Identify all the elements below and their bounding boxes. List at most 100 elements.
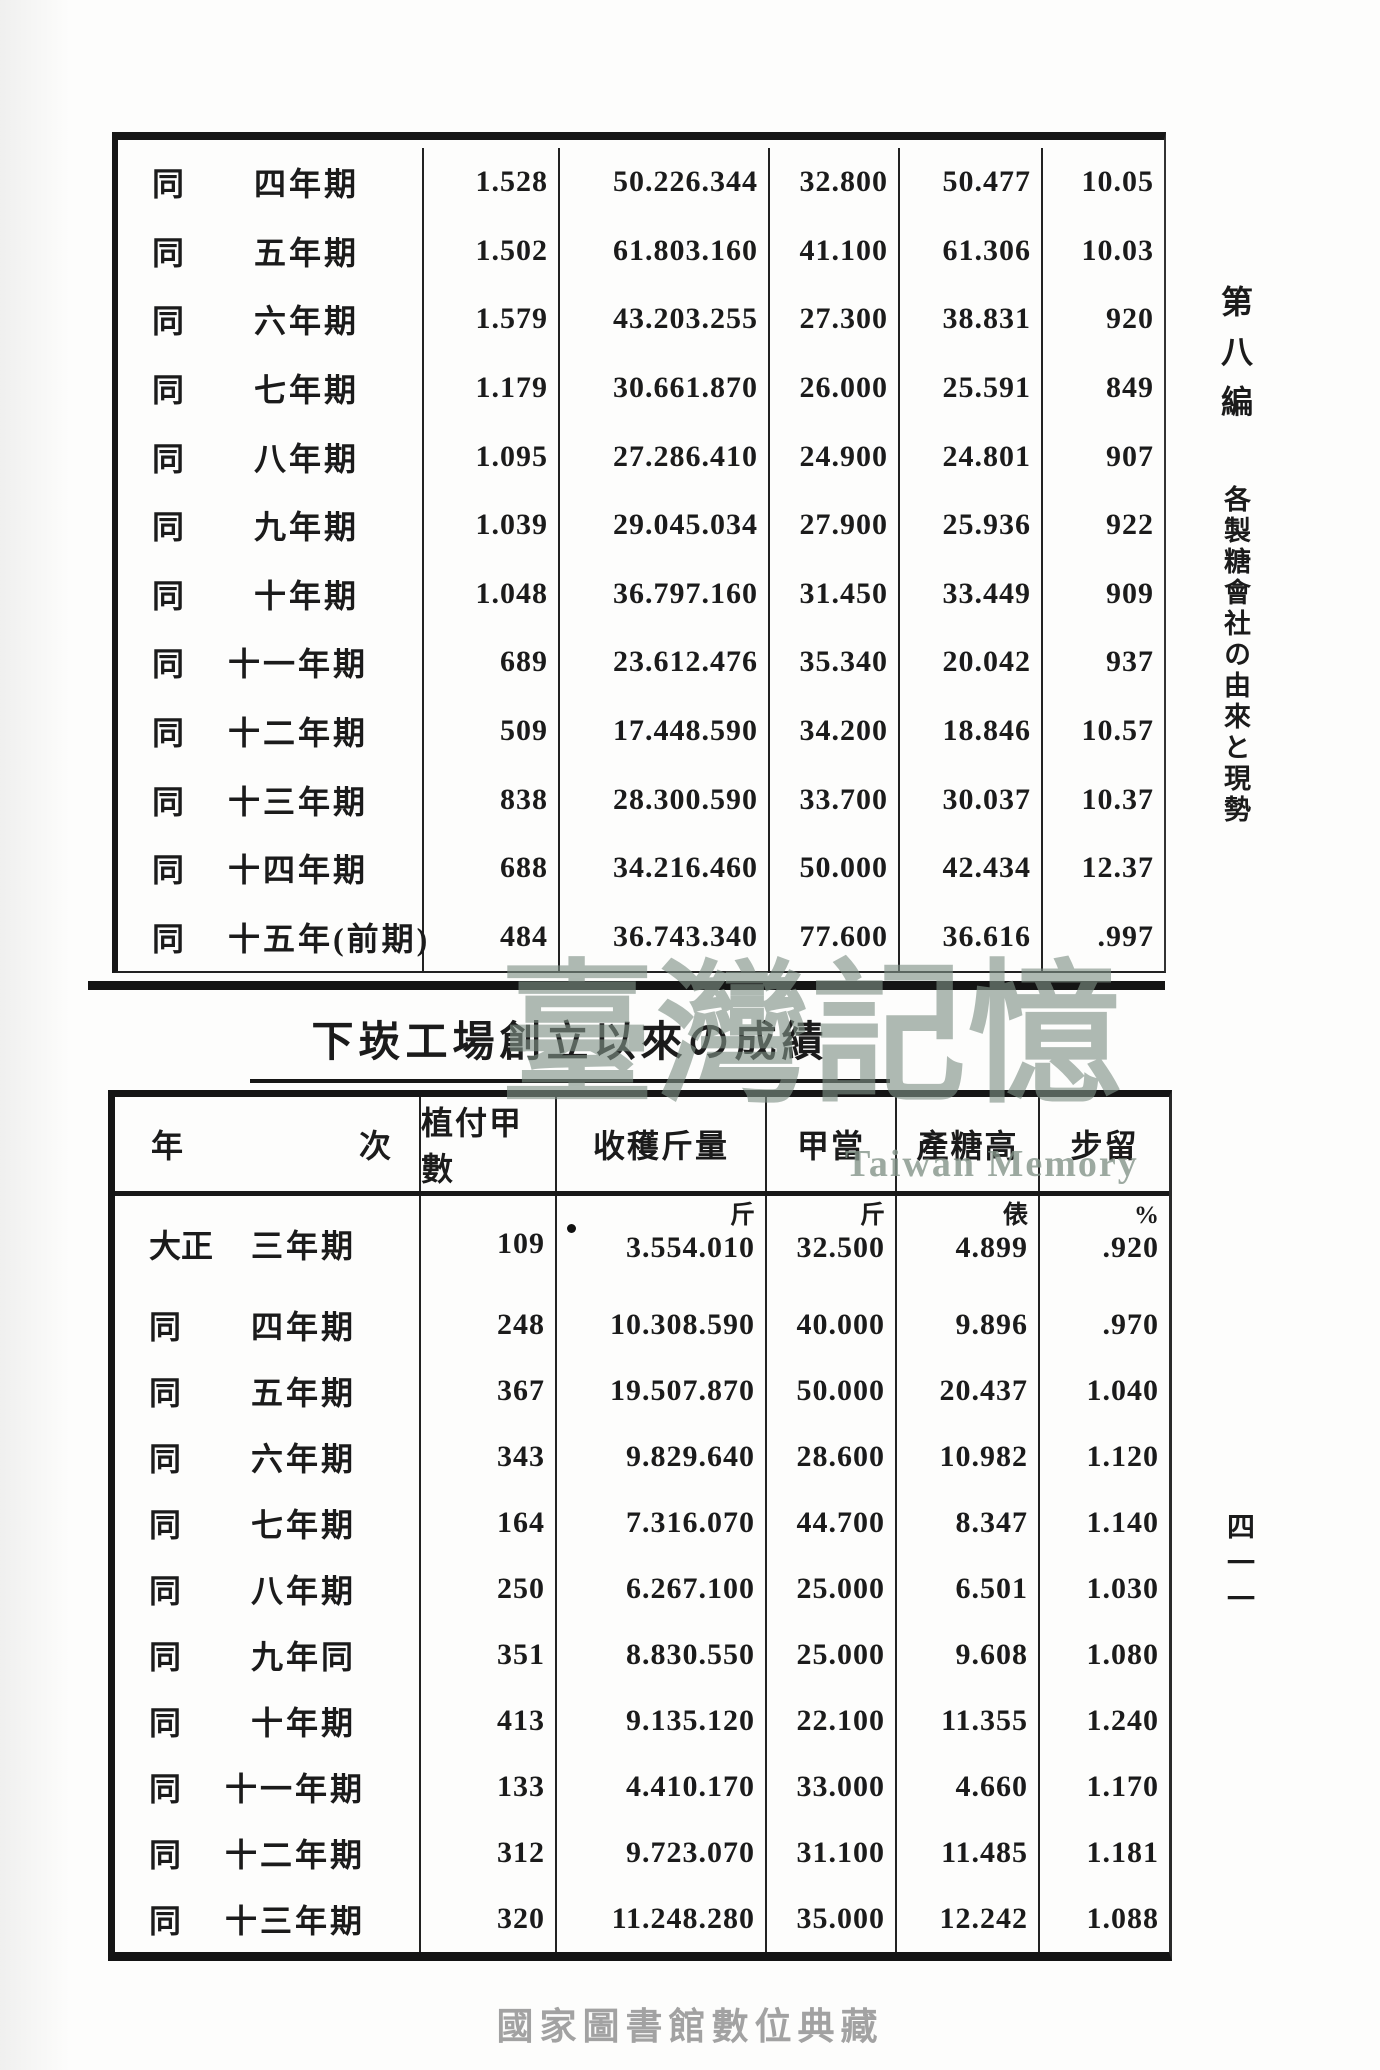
per-kou-value: 31.450	[799, 576, 888, 610]
sugar-output-value: 18.846	[942, 714, 1031, 748]
planted-area-cell: 689	[424, 628, 560, 697]
sugar-output-value: 8.347	[955, 1506, 1028, 1539]
year-term-label: 七年期	[251, 1507, 357, 1543]
planted-area-value: 367	[497, 1374, 545, 1407]
per-kou-value: 32.500	[796, 1230, 885, 1264]
era-label: 同	[152, 166, 185, 203]
planted-area-cell: 109	[421, 1196, 557, 1292]
per-kou-value: 24.900	[799, 439, 888, 473]
harvest-weight-cell: 9.135.120	[557, 1688, 767, 1754]
sugar-output-value: 38.831	[942, 302, 1031, 336]
planted-area-cell: 1.179	[424, 353, 560, 423]
sugar-output-value: 11.485	[941, 1836, 1028, 1869]
yield-cell: 10.03	[1043, 217, 1164, 286]
yield-cell: 922	[1043, 491, 1164, 560]
harvest-weight-cell: 23.612.476	[560, 628, 770, 697]
year-term-label: 十二年期	[228, 715, 369, 752]
yield-value: .920	[1102, 1230, 1159, 1264]
per-kou-value: 35.340	[799, 645, 888, 679]
sugar-output-cell: 11.355	[897, 1688, 1040, 1754]
yield-value: 10.05	[1081, 165, 1154, 199]
sugar-output-cell: 8.347	[897, 1490, 1040, 1556]
sugar-output-value: 9.896	[955, 1308, 1028, 1341]
yield-value: 1.140	[1086, 1506, 1159, 1539]
planted-area-value: 689	[500, 645, 548, 679]
planted-area-cell: 509	[424, 696, 560, 766]
era-label: 同	[149, 1573, 182, 1609]
year-term-label: 十一年期	[228, 646, 369, 683]
era-label: 同	[149, 1309, 182, 1345]
unit-label: 斤	[859, 1202, 885, 1229]
planted-area-cell: 1.579	[424, 285, 560, 354]
harvest-weight-cell: 19.507.870	[557, 1358, 767, 1424]
per-kou-cell: 25.000	[767, 1556, 897, 1622]
harvest-weight-cell: 17.448.590	[560, 696, 770, 766]
per-kou-cell: 35.000	[767, 1886, 897, 1952]
per-kou-cell: 44.700	[767, 1490, 897, 1556]
unit-label: 俵	[1002, 1202, 1028, 1229]
sugar-output-value: 61.306	[942, 233, 1031, 267]
year-cell: 同 九年期	[118, 490, 424, 560]
sugar-output-value: 25.591	[942, 371, 1031, 405]
yield-value: 12.37	[1081, 851, 1154, 885]
sugar-output-value: 36.616	[942, 919, 1031, 953]
yield-value: 849	[1106, 371, 1154, 405]
year-term-label: 十年期	[254, 577, 360, 614]
harvest-weight-value: 61.803.160	[613, 233, 758, 267]
era-label: 同	[149, 1903, 182, 1939]
sugar-output-value: 4.660	[955, 1770, 1028, 1803]
year-cell: 同 四年期	[115, 1292, 421, 1358]
yield-value: 1.080	[1086, 1638, 1159, 1671]
sugar-output-cell: 30.037	[900, 765, 1043, 834]
yield-cell: 12.37	[1043, 834, 1164, 903]
planted-area-cell: 413	[421, 1688, 557, 1754]
sugar-output-header: 產糖高	[897, 1097, 1040, 1191]
sugar-output-cell: 38.831	[900, 285, 1043, 354]
planted-area-cell: 164	[421, 1490, 557, 1556]
yield-cell: 909	[1043, 560, 1164, 629]
harvest-weight-value: 28.300.590	[613, 782, 758, 816]
per-kou-value: 44.700	[796, 1506, 885, 1539]
per-kou-cell: 33.700	[770, 765, 900, 834]
per-kou-cell: 33.000	[767, 1754, 897, 1820]
sugar-output-cell: 61.306	[900, 216, 1043, 286]
table-header-row: 年 次 植付甲數 收穫斤量 甲當 產糖高 步留	[115, 1097, 1169, 1196]
per-kou-cell: 22.100	[767, 1688, 897, 1754]
era-label: 同	[149, 1375, 182, 1411]
harvest-weight-value: 29.045.034	[613, 508, 758, 542]
harvest-weight-cell: 43.203.255	[560, 285, 770, 354]
yield-value: .997	[1097, 919, 1154, 953]
yield-value: 10.37	[1081, 782, 1154, 816]
harvest-weight-cell: 8.830.550	[557, 1622, 767, 1688]
year-cell: 同 十一年期	[118, 628, 424, 697]
sugar-output-cell: 12.242	[897, 1886, 1040, 1952]
per-kou-value: 27.300	[799, 302, 888, 336]
sugar-output-cell: 4.660	[897, 1754, 1040, 1820]
era-label: 同	[152, 234, 185, 271]
planted-area-value: 248	[497, 1308, 545, 1341]
harvest-weight-value: 8.830.550	[626, 1638, 755, 1671]
page-number: 四一一	[1223, 1512, 1254, 1620]
planted-area-value: 1.528	[475, 165, 548, 199]
year-term-label: 八年期	[251, 1573, 357, 1609]
era-label: 同	[149, 1639, 182, 1675]
per-kou-value: 31.100	[796, 1836, 885, 1869]
national-library-watermark: 國家圖書館數位典藏	[496, 2006, 884, 2047]
per-kou-value: 50.000	[799, 851, 888, 885]
yield-value: 1.170	[1086, 1770, 1159, 1803]
sugar-output-cell: 18.846	[900, 696, 1043, 766]
harvest-weight-cell: 61.803.160	[560, 216, 770, 286]
per-kou-cell: 50.000	[770, 833, 900, 903]
era-label: 同	[152, 783, 185, 820]
sugar-output-cell: 20.437	[897, 1358, 1040, 1424]
planted-area-value: 838	[500, 782, 548, 816]
year-term-label: 六年期	[254, 303, 360, 340]
yield-value: 922	[1106, 508, 1154, 542]
sugar-output-value: 10.982	[939, 1440, 1028, 1473]
year-cell: 同 四年期	[118, 148, 424, 217]
yield-value: 10.57	[1081, 714, 1154, 748]
per-kou-value: 33.700	[799, 782, 888, 816]
year-term-label: 四年期	[254, 166, 360, 203]
sugar-output-value: 24.801	[942, 439, 1031, 473]
